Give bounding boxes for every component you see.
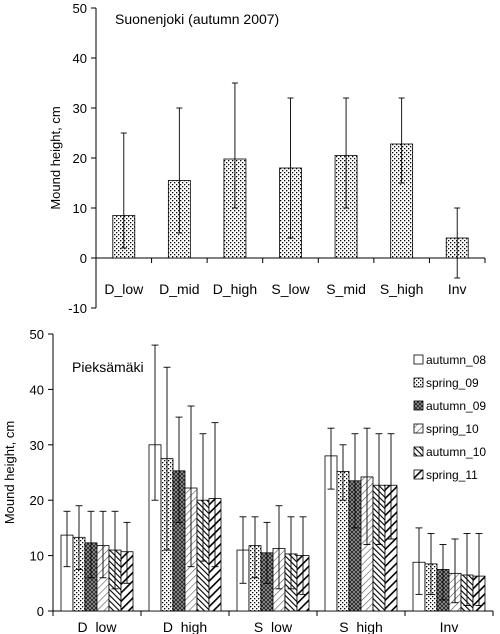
c2-x-tick-label: D_high	[163, 619, 207, 634]
c2-error-bar	[187, 405, 195, 568]
c2-error-bar	[111, 510, 119, 590]
legend-swatch	[413, 446, 424, 457]
c1-y-tick-label: 10	[73, 201, 87, 216]
legend-swatch	[413, 423, 424, 434]
c2-error-bar	[363, 427, 371, 545]
legend-label: spring_09	[426, 376, 479, 390]
chart-suonenjoki: Suonenjoki (autumn 2007) Mound height, c…	[48, 1, 486, 316]
c1-error-bar	[287, 97, 294, 239]
c2-error-bar	[63, 510, 71, 568]
c2-error-bar	[451, 538, 459, 604]
c2-error-bar	[251, 516, 259, 579]
c2-error-bar	[439, 544, 447, 601]
legend-swatch	[413, 469, 424, 480]
c1-x-tick-label: Inv	[448, 281, 467, 297]
legend: autumn_08 spring_09 autumn_09 spring_10autu…	[413, 353, 486, 482]
c2-x-tick-label: S_high	[339, 619, 383, 634]
c1-error-bar	[454, 207, 461, 279]
c2-error-bar	[211, 422, 219, 568]
c2-error-bar	[239, 516, 247, 584]
c1-error-bar	[231, 82, 238, 209]
legend-swatch	[413, 354, 424, 365]
c2-y-tick-label: 50	[30, 327, 44, 342]
c2-error-bar	[263, 521, 271, 584]
c1-x-tick-label: D_low	[104, 281, 144, 297]
c2-error-bar	[123, 521, 131, 584]
c1-x-tick-label: D_mid	[159, 281, 199, 297]
c2-error-bar	[339, 444, 347, 501]
c2-error-bar	[351, 433, 359, 529]
c2-error-bar	[99, 510, 107, 579]
y-axis-label-suonenjoki: Mound height, cm	[48, 106, 63, 209]
c1-y-tick-label: 40	[73, 51, 87, 66]
legend-swatch	[413, 400, 424, 411]
c2-y-tick-label: 0	[37, 604, 44, 619]
c2-error-bar	[387, 433, 395, 540]
c2-error-bar	[151, 344, 159, 501]
legend-label: autumn_10	[426, 445, 486, 459]
c2-error-bar	[275, 505, 283, 590]
c1-y-tick-label: 30	[73, 101, 87, 116]
c2-error-bar	[299, 516, 307, 595]
c2-y-tick-label: 40	[30, 382, 44, 397]
c2-error-bar	[327, 427, 335, 490]
c1-x-tick-label: S_mid	[326, 281, 366, 297]
c2-error-bar	[463, 532, 471, 606]
c2-error-bar	[199, 433, 207, 562]
c1-y-tick-label: -10	[68, 301, 87, 316]
c1-error-bar	[398, 97, 405, 184]
c2-error-bar	[163, 366, 171, 551]
c2-error-bar	[87, 510, 95, 579]
y-axis-label-pieksamaki: Mound height, cm	[2, 421, 17, 524]
c1-error-bar	[176, 107, 183, 234]
c2-error-bar	[287, 516, 295, 590]
c2-error-bar	[415, 527, 423, 595]
chart-title-pieksamaki: Pieksämäki	[72, 359, 144, 375]
c2-y-tick-label: 20	[30, 493, 44, 508]
c2-y-tick-label: 10	[30, 549, 44, 564]
c2-y-tick-label: 30	[30, 438, 44, 453]
c1-y-tick-label: 0	[80, 251, 87, 266]
legend-swatch	[413, 377, 424, 388]
c1-x-tick-label: S_low	[271, 281, 310, 297]
legend-label: autumn_08	[426, 353, 486, 367]
c2-error-bar	[475, 532, 483, 606]
c2-x-tick-label: S_low	[254, 619, 293, 634]
legend-label: spring_10	[426, 422, 479, 436]
c2-error-bar	[375, 433, 383, 545]
c2-x-tick-label: Inv	[440, 619, 459, 634]
chart-pieksamaki: Pieksämäki Mound height, cm autumn_08spr…	[2, 327, 494, 634]
c1-error-bar	[343, 97, 350, 209]
c2-x-tick-label: D_low	[78, 619, 118, 634]
c2-error-bar	[427, 532, 435, 595]
c1-y-tick-label: 20	[73, 151, 87, 166]
c1-error-bar	[120, 132, 127, 249]
c2-error-bar	[175, 416, 183, 523]
legend-label: autumn_09	[426, 399, 486, 413]
c1-x-tick-label: D_high	[213, 281, 257, 297]
c1-y-tick-label: 50	[73, 1, 87, 16]
chart-title-suonenjoki: Suonenjoki (autumn 2007)	[115, 11, 279, 27]
c1-x-tick-label: S_high	[380, 281, 424, 297]
legend-label: spring_11	[426, 468, 478, 482]
c2-error-bar	[75, 505, 83, 570]
